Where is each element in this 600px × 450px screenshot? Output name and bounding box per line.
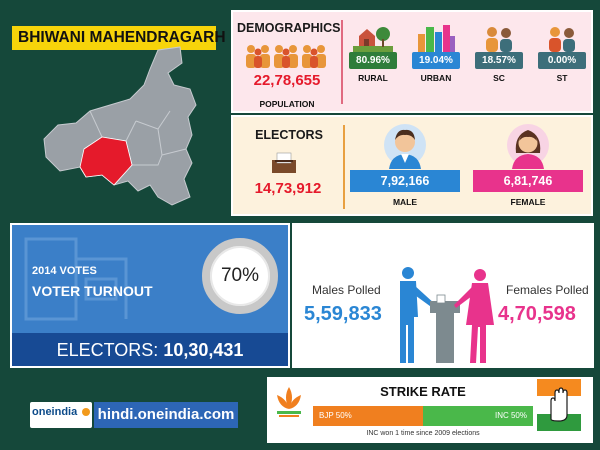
population-block: DEMOGRAPHICS 22,78,655 POPULATION [233, 12, 341, 111]
electors-panel: ELECTORS 14,73,912 7,92,166 6,81,746 MAL… [231, 115, 593, 216]
sc-label: SC [493, 73, 505, 83]
haryana-map [43, 46, 197, 206]
turnout-header: 2014 VOTES VOTER TURNOUT 70% [12, 225, 288, 333]
population-label: POPULATION [259, 99, 315, 109]
oneindia-logo: oneindia [30, 402, 92, 428]
rural-value: 80.96% [349, 52, 397, 69]
state-outline [43, 46, 197, 206]
inc-hand-icon [537, 379, 581, 431]
females-polled-label: Females Polled [506, 283, 589, 297]
constituency-title: BHIWANI MAHENDRAGARH [12, 26, 226, 50]
voting-booth-watermark-icon [24, 237, 128, 321]
bjp-lotus-icon [271, 381, 307, 421]
oneindia-logo-text: oneindia [32, 406, 78, 418]
males-polled-value: 5,59,833 [304, 303, 382, 325]
website-url[interactable]: hindi.oneindia.com [94, 402, 238, 428]
inc-strike-bar: INC 50% [423, 406, 533, 426]
voters-casting-ballot-icon [400, 267, 494, 363]
urban-value: 19.04% [412, 52, 460, 69]
demographic-urban: 19.04% URBAN [406, 12, 469, 111]
demographics-title: DEMOGRAPHICS [237, 21, 341, 35]
sc-people-icon [486, 27, 512, 52]
polled-panel: Males Polled 5,59,833 Females Polled 4,7… [292, 223, 594, 368]
rural-icon [353, 27, 393, 52]
st-label: ST [556, 73, 568, 83]
rural-label: RURAL [358, 73, 388, 83]
oneindia-branding: oneindia hindi.oneindia.com [30, 402, 238, 428]
urban-icon [418, 25, 455, 52]
st-value: 0.00% [538, 52, 586, 69]
logo-dot-icon [82, 408, 90, 416]
population-people-icon [246, 45, 326, 68]
males-polled-label: Males Polled [312, 283, 381, 297]
male-electors-value: 7,92,166 [350, 170, 460, 192]
demographic-st: 0.00% ST [532, 12, 595, 111]
highlighted-constituency [79, 136, 133, 186]
votes-year-label: 2014 VOTES [32, 265, 97, 277]
females-polled-value: 4,70,598 [498, 303, 576, 325]
male-avatar-icon [384, 124, 426, 169]
divider [343, 125, 345, 209]
demographic-rural: 80.96% RURAL [343, 12, 406, 111]
electors-total-label: ELECTORS: [56, 340, 159, 360]
demographics-panel: DEMOGRAPHICS 22,78,655 POPULATION [231, 10, 593, 113]
st-people-icon [549, 27, 575, 52]
demographic-sc: 18.57% SC [469, 12, 532, 111]
electors-total-value: 10,30,431 [163, 340, 244, 360]
strike-rate-title: STRIKE RATE [380, 384, 466, 399]
turnout-percent: 70% [202, 238, 278, 314]
female-avatar-icon [507, 124, 549, 169]
female-label: FEMALE [510, 197, 546, 207]
voter-turnout-panel: 2014 VOTES VOTER TURNOUT 70% ELECTORS: 1… [10, 223, 290, 368]
electors-title: ELECTORS [255, 128, 323, 142]
ballot-box-icon [272, 152, 296, 173]
electors-value: 14,73,912 [254, 180, 322, 197]
urban-label: URBAN [420, 73, 452, 83]
female-electors-value: 6,81,746 [473, 170, 583, 192]
strike-rate-panel: STRIKE RATE BJP 50% INC 50% INC won 1 ti… [267, 377, 593, 443]
electors-total: ELECTORS: 10,30,431 [12, 340, 288, 361]
bjp-strike-bar: BJP 50% [313, 406, 423, 426]
electors-bar [12, 333, 288, 366]
voter-turnout-label: VOTER TURNOUT [32, 283, 153, 299]
divider [341, 20, 343, 104]
sc-value: 18.57% [475, 52, 523, 69]
population-value: 22,78,655 [253, 72, 321, 89]
strike-rate-note: INC won 1 time since 2009 elections [366, 430, 480, 437]
male-label: MALE [392, 197, 418, 207]
